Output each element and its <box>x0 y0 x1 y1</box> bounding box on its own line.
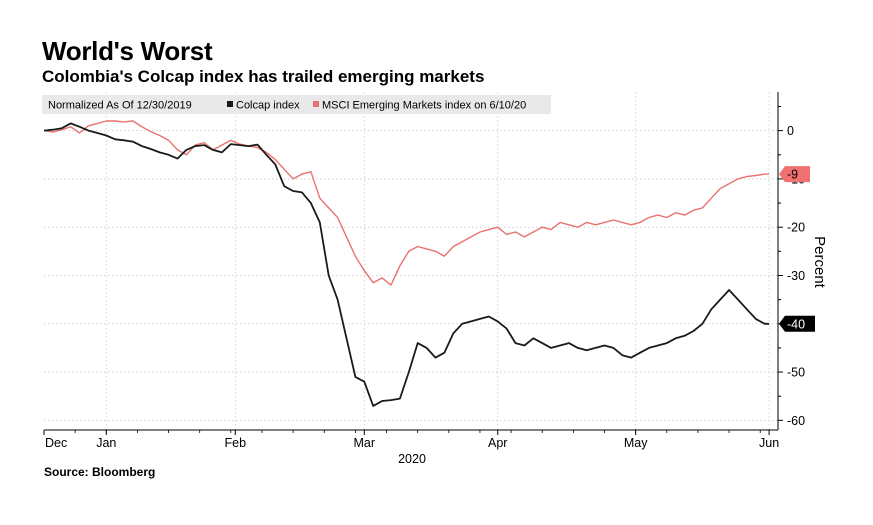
x-tick-label: Jun <box>759 436 779 450</box>
x-tick-label: Dec <box>45 436 67 450</box>
x-year-label: 2020 <box>398 452 426 466</box>
end-label-colcap: -40 <box>787 317 805 331</box>
y-tick-label: -50 <box>787 366 805 380</box>
legend-background <box>42 95 551 114</box>
chart-title: World's Worst <box>42 36 213 66</box>
source-note: Source: Bloomberg <box>44 465 156 479</box>
x-tick-label: May <box>624 436 648 450</box>
series-line-msci <box>43 120 770 286</box>
series-lines <box>43 120 770 407</box>
y-tick-label: -60 <box>787 414 805 428</box>
legend-swatch-msci <box>313 101 319 107</box>
end-labels: -9 -40 <box>779 166 815 332</box>
chart-subtitle: Colombia's Colcap index has trailed emer… <box>42 67 485 86</box>
x-tick-label: Apr <box>488 436 507 450</box>
series-line-colcap <box>43 122 770 407</box>
legend-label-colcap: Colcap index <box>236 100 300 112</box>
legend-swatch-colcap <box>227 101 233 107</box>
end-label-box-colcap <box>779 315 815 332</box>
legend-label-msci: MSCI Emerging Markets index on 6/10/20 <box>322 100 526 112</box>
axes: 0-10-20-30-40-50-60DecJanFebMarAprMayJun… <box>43 92 828 466</box>
end-label-box-msci <box>779 166 810 183</box>
x-tick-label: Jan <box>96 436 116 450</box>
gridlines <box>44 92 778 430</box>
y-tick-label: 0 <box>787 124 794 138</box>
y-tick-label: -20 <box>787 221 805 235</box>
y-tick-label: -30 <box>787 269 805 283</box>
legend: Normalized As Of 12/30/2019 Colcap index… <box>42 95 551 114</box>
x-tick-label: Feb <box>225 436 247 450</box>
legend-normalized-label: Normalized As Of 12/30/2019 <box>48 100 192 112</box>
end-label-msci: -9 <box>787 168 798 182</box>
y-axis-title: Percent <box>811 236 828 289</box>
x-tick-label: Mar <box>354 436 376 450</box>
